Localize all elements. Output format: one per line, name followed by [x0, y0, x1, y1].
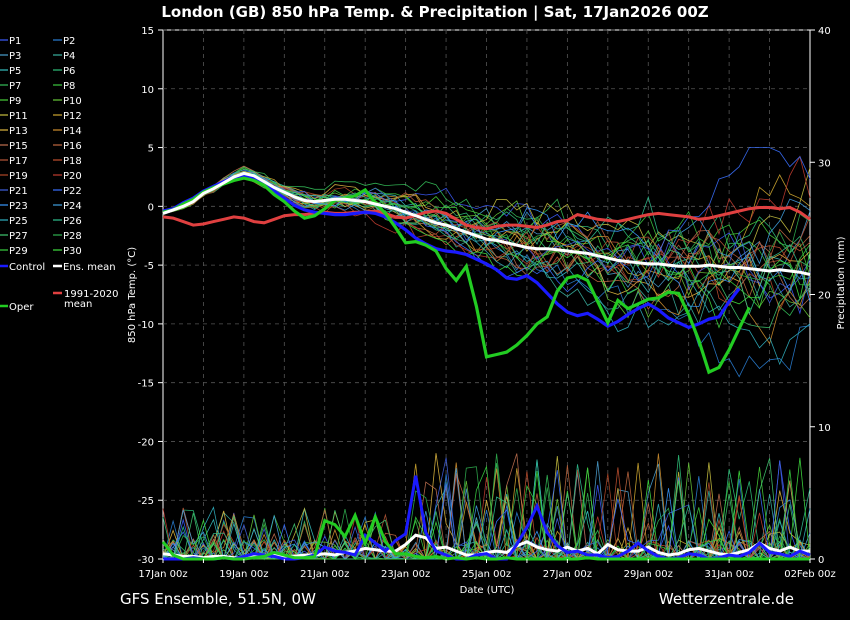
legend-entry-p29: P29 [9, 246, 28, 257]
legend-entry-p13: P13 [9, 126, 28, 137]
legend-entry-p20: P20 [63, 171, 82, 182]
legend-entry-p26: P26 [63, 216, 82, 227]
y2-tick-label: 30 [818, 158, 831, 169]
member-temp-line [162, 167, 811, 280]
y2-axis-label: Precipitation (mm) [836, 236, 847, 329]
legend-entry-p25: P25 [9, 216, 28, 227]
y2-tick-label: 20 [818, 291, 831, 302]
y2-tick-label: 0 [818, 555, 824, 566]
y-tick-label: 10 [141, 85, 154, 96]
legend-entry-p16: P16 [63, 141, 82, 152]
member-temp-line [162, 147, 811, 293]
legend-entry-p6: P6 [63, 66, 75, 77]
x-tick-label: 02Feb 00z [784, 569, 836, 580]
y-tick-label: -20 [138, 437, 154, 448]
x-tick-label: 31Jan 00z [704, 569, 753, 580]
x-tick-label: 17Jan 00z [138, 569, 187, 580]
chart-title: London (GB) 850 hPa Temp. & Precipitatio… [161, 3, 708, 22]
legend-entry-oper: Oper [9, 302, 34, 313]
legend-entry-p10: P10 [63, 96, 82, 107]
y2-tick-label: 10 [818, 423, 831, 434]
x-tick-label: 19Jan 00z [219, 569, 268, 580]
legend-entry-p2: P2 [63, 36, 75, 47]
ens-mean-temp-line [162, 171, 811, 276]
y2-tick-label: 40 [818, 26, 831, 37]
y-tick-label: -25 [138, 496, 154, 507]
legend-entry-climatology: 1991-2020 [64, 289, 119, 300]
legend-entry-p12: P12 [63, 111, 82, 122]
legend-entry-p15: P15 [9, 141, 28, 152]
y-tick-label: 15 [141, 26, 154, 37]
legend-entry-p1: P1 [9, 36, 21, 47]
control-temp-line [162, 174, 741, 330]
legend-entry-climatology-line2: mean [64, 299, 92, 310]
legend-entry-p4: P4 [63, 51, 75, 62]
y-tick-label: -10 [138, 320, 154, 331]
climatology-temp-line [162, 205, 811, 231]
legend-entry-p23: P23 [9, 201, 28, 212]
legend-entry-p14: P14 [63, 126, 82, 137]
control-precip-line [163, 475, 811, 561]
legend-entry-p3: P3 [9, 51, 21, 62]
x-tick-label: 23Jan 00z [381, 569, 430, 580]
legend-entry-p8: P8 [63, 81, 75, 92]
legend-entry-ens-mean: Ens. mean [63, 262, 116, 273]
legend-entry-p21: P21 [9, 186, 28, 197]
legend-entry-p7: P7 [9, 81, 21, 92]
axis-ticks: 15 10 5 0 -5 -10 -15 -20 -25 -30 40 30 20 10 0 17Jan 00… [138, 26, 836, 580]
x-tick-label: 29Jan 00z [624, 569, 673, 580]
legend-entry-p5: P5 [9, 66, 21, 77]
y-tick-label: 0 [148, 202, 154, 213]
legend-entry-p24: P24 [63, 201, 82, 212]
x-tick-label: 21Jan 00z [300, 569, 349, 580]
legend-entry-p30: P30 [63, 246, 82, 257]
x-tick-label: 27Jan 00z [543, 569, 592, 580]
y-tick-label: -15 [138, 379, 154, 390]
footer-source: GFS Ensemble, 51.5N, 0W [120, 590, 316, 608]
legend-entry-control: Control [9, 262, 45, 273]
x-tick-label: 25Jan 00z [462, 569, 511, 580]
legend-entry-p22: P22 [63, 186, 82, 197]
footer-site: Wetterzentrale.de [659, 590, 794, 608]
legend: P1 P2 P3 P4 P5 P6 P7 P8 P9 P10 P11 P12 P13 P14 P15 P16 P… [0, 36, 119, 313]
legend-entry-p19: P19 [9, 171, 28, 182]
legend-entry-p18: P18 [63, 156, 82, 167]
x-axis-label: Date (UTC) [460, 585, 515, 596]
y-axis-label: 850 hPa Temp. (°C) [127, 247, 138, 343]
legend-entry-p28: P28 [63, 231, 82, 242]
y-tick-label: -30 [138, 555, 154, 566]
y-tick-label: -5 [144, 261, 154, 272]
legend-entry-p27: P27 [9, 231, 28, 242]
legend-entry-p17: P17 [9, 156, 28, 167]
oper-temp-line [162, 176, 751, 375]
y-tick-label: 5 [148, 144, 154, 155]
legend-entry-p9: P9 [9, 96, 21, 107]
legend-entry-p11: P11 [9, 111, 28, 122]
